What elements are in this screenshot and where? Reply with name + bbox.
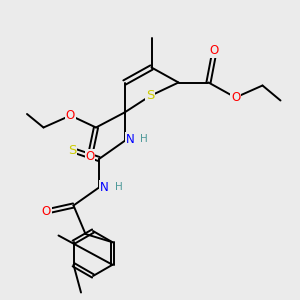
Text: S: S — [146, 89, 154, 103]
Text: O: O — [231, 91, 240, 104]
Text: S: S — [68, 143, 76, 157]
Text: O: O — [210, 44, 219, 58]
Text: O: O — [66, 109, 75, 122]
Text: O: O — [85, 149, 94, 163]
Text: O: O — [42, 205, 51, 218]
Text: H: H — [115, 182, 122, 193]
Text: N: N — [100, 181, 109, 194]
Text: N: N — [125, 133, 134, 146]
Text: H: H — [140, 134, 148, 145]
